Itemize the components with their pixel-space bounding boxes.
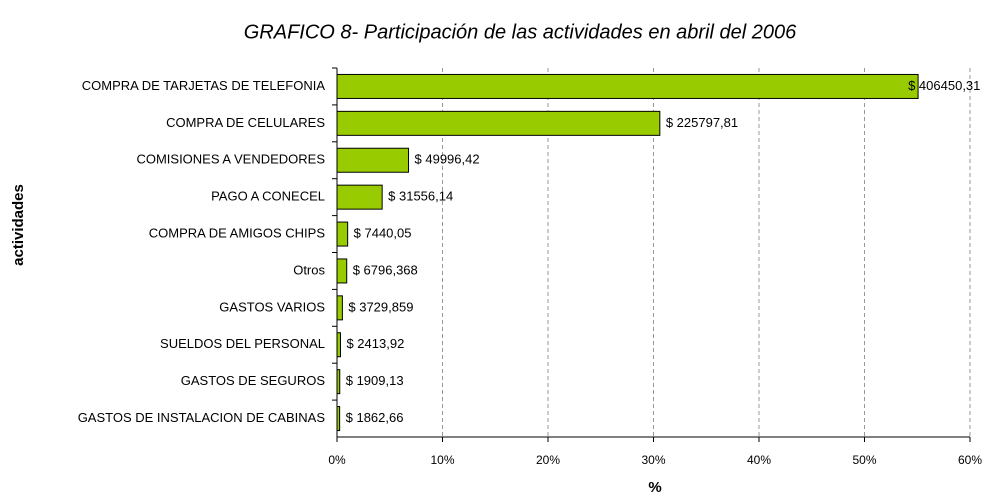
data-label: $ 2413,92 <box>346 336 404 351</box>
bar <box>336 406 341 432</box>
y-axis-label: actividades <box>10 184 27 266</box>
data-label: $ 6796,368 <box>353 262 418 277</box>
x-tick-label: 40% <box>747 453 771 467</box>
x-tick-label: 30% <box>641 453 665 467</box>
bar <box>336 258 348 284</box>
y-tick-label: COMISIONES A VENDEDORES <box>136 152 325 167</box>
x-tick-label: 60% <box>958 453 982 467</box>
y-tick-label: GASTOS VARIOS <box>219 299 325 314</box>
y-tick-label: PAGO A CONECEL <box>211 189 325 204</box>
bar <box>336 110 661 136</box>
bar <box>336 73 919 99</box>
x-tick-label: 50% <box>852 453 876 467</box>
data-label: $ 225797,81 <box>666 115 738 130</box>
data-label: $ 3729,859 <box>348 299 413 314</box>
data-label: $ 7440,05 <box>354 225 412 240</box>
y-tick-label: SUELDOS DEL PERSONAL <box>160 336 325 351</box>
y-tick-label: Otros <box>293 262 325 277</box>
data-label: $ 49996,42 <box>415 152 480 167</box>
y-tick-label: COMPRA DE AMIGOS CHIPS <box>149 225 326 240</box>
y-tick-label: GASTOS DE INSTALACION DE CABINAS <box>78 410 326 425</box>
chart-title: GRAFICO 8- Participación de las activida… <box>244 21 797 43</box>
x-tick-label: 10% <box>430 453 454 467</box>
y-tick-label: COMPRA DE CELULARES <box>166 115 325 130</box>
bar <box>336 332 341 358</box>
data-label: $ 406450,31 <box>908 78 980 93</box>
x-axis-label: % <box>648 479 661 496</box>
bar <box>336 295 343 321</box>
x-tick-label: 20% <box>536 453 560 467</box>
bar <box>336 369 341 395</box>
bar <box>336 147 410 173</box>
data-label: $ 1862,66 <box>346 410 404 425</box>
x-tick-label: 0% <box>328 453 346 467</box>
y-tick-label: COMPRA DE TARJETAS DE TELEFONIA <box>82 78 326 93</box>
bar <box>336 221 349 247</box>
data-label: $ 31556,14 <box>388 189 453 204</box>
y-tick-label: GASTOS DE SEGUROS <box>181 373 326 388</box>
data-label: $ 1909,13 <box>346 373 404 388</box>
bar <box>336 184 383 210</box>
